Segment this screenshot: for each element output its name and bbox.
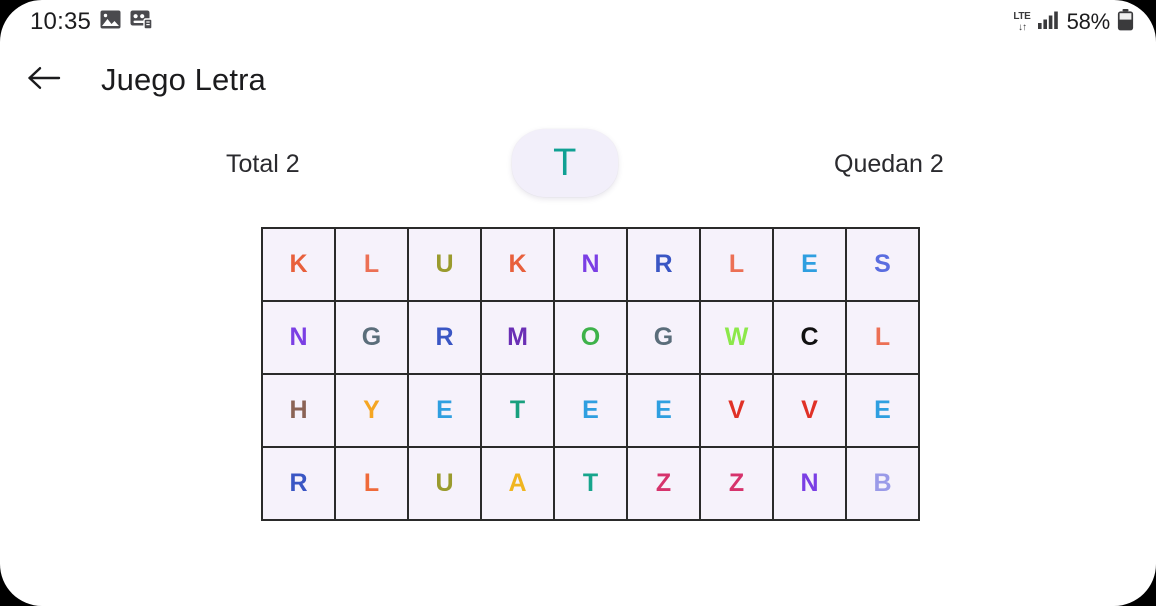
letter-cell[interactable]: E <box>845 373 920 448</box>
letter-cell[interactable]: G <box>334 300 409 375</box>
letter-cell[interactable]: V <box>699 373 774 448</box>
letter-cell[interactable]: R <box>261 446 336 521</box>
letter-cell[interactable]: Y <box>334 373 409 448</box>
app-bar: Juego Letra <box>0 44 1156 116</box>
lte-arrows: ↓↑ <box>1017 21 1027 33</box>
remaining-count-label: Quedan 2 <box>834 150 944 178</box>
letter-cell[interactable]: R <box>407 300 482 375</box>
page-title: Juego Letra <box>101 62 266 97</box>
info-row: Total 2 T Quedan 2 <box>0 126 1156 210</box>
target-letter: T <box>553 141 577 184</box>
letter-cell[interactable]: E <box>407 373 482 448</box>
back-arrow-icon <box>27 64 61 97</box>
letter-cell[interactable]: L <box>334 227 409 302</box>
letter-cell[interactable]: E <box>553 373 628 448</box>
letter-cell[interactable]: V <box>772 373 847 448</box>
letter-cell[interactable]: L <box>334 446 409 521</box>
camera-icon <box>130 10 153 34</box>
letter-cell[interactable]: K <box>480 227 555 302</box>
battery-icon <box>1117 8 1134 36</box>
lte-icon: LTE ↓↑ <box>1013 10 1031 33</box>
signal-bars-icon <box>1037 10 1060 34</box>
letter-cell[interactable]: O <box>553 300 628 375</box>
letter-cell[interactable]: H <box>261 373 336 448</box>
status-clock: 10:35 <box>30 8 92 35</box>
letter-cell[interactable]: B <box>845 446 920 521</box>
total-count-label: Total 2 <box>226 150 300 178</box>
letter-cell[interactable]: G <box>626 300 701 375</box>
letter-cell[interactable]: C <box>772 300 847 375</box>
status-bar-right: LTE ↓↑ 58% <box>1013 8 1134 36</box>
letter-cell[interactable]: S <box>845 227 920 302</box>
status-bar: 10:35 <box>0 0 1156 44</box>
letter-cell[interactable]: Z <box>699 446 774 521</box>
letter-cell[interactable]: A <box>480 446 555 521</box>
letter-cell[interactable]: Z <box>626 446 701 521</box>
letter-cell[interactable]: T <box>553 446 628 521</box>
letter-cell[interactable]: L <box>699 227 774 302</box>
letter-cell[interactable]: T <box>480 373 555 448</box>
status-bar-left: 10:35 <box>30 8 153 36</box>
letter-cell[interactable]: M <box>480 300 555 375</box>
letter-cell[interactable]: N <box>553 227 628 302</box>
back-button[interactable] <box>14 50 74 110</box>
letter-cell[interactable]: N <box>772 446 847 521</box>
battery-percent: 58% <box>1066 9 1111 34</box>
image-icon <box>100 10 121 34</box>
letter-cell[interactable]: L <box>845 300 920 375</box>
letter-cell[interactable]: U <box>407 227 482 302</box>
letter-cell[interactable]: U <box>407 446 482 521</box>
letter-cell[interactable]: E <box>772 227 847 302</box>
letter-cell[interactable]: W <box>699 300 774 375</box>
target-letter-card[interactable]: T <box>512 129 618 197</box>
letter-cell[interactable]: R <box>626 227 701 302</box>
letter-cell[interactable]: E <box>626 373 701 448</box>
letter-cell[interactable]: K <box>261 227 336 302</box>
letter-cell[interactable]: N <box>261 300 336 375</box>
lte-label: LTE <box>1013 10 1031 22</box>
